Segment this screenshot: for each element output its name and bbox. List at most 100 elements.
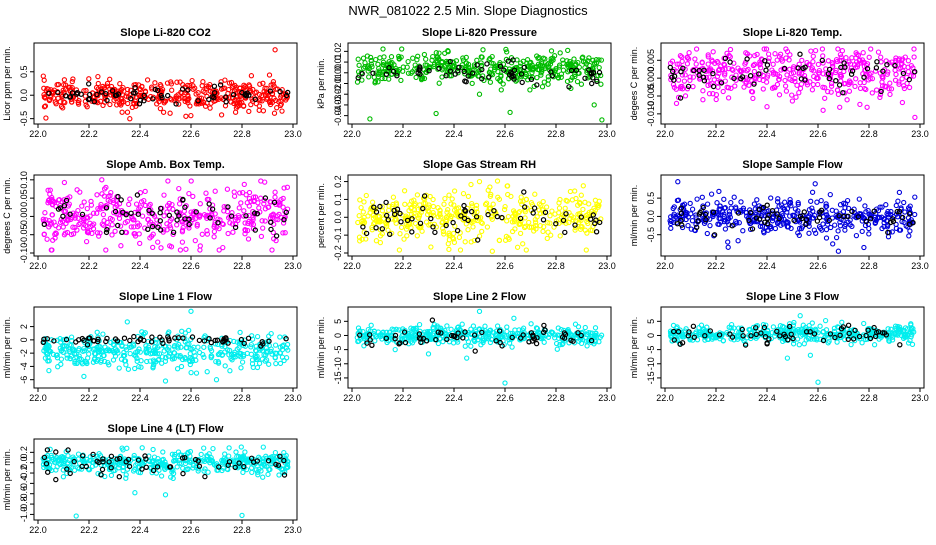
data-point: [558, 51, 562, 55]
data-point: [593, 326, 597, 330]
data-point: [198, 202, 202, 206]
data-point: [802, 342, 806, 346]
data-point: [239, 366, 243, 370]
data-point: [261, 445, 265, 449]
data-point: [466, 228, 470, 232]
data-point: [124, 348, 128, 352]
data-point: [442, 202, 446, 206]
data-point: [208, 106, 212, 110]
data-point: [450, 197, 454, 201]
data-point: [225, 187, 229, 191]
x-tick-label: 22.2: [80, 393, 98, 403]
outlier-point: [785, 356, 789, 360]
data-point: [162, 110, 166, 114]
data-point: [223, 364, 227, 368]
x-tick-label: 22.8: [547, 261, 565, 271]
panel-title: Slope Li-820 Pressure: [422, 27, 537, 39]
data-point: [178, 202, 182, 206]
reference-point: [430, 318, 434, 322]
data-point: [695, 197, 699, 201]
series-points: [668, 314, 915, 385]
x-tick-label: 23.0: [598, 393, 616, 403]
data-point: [726, 240, 730, 244]
data-point: [205, 370, 209, 374]
data-point: [809, 199, 813, 203]
data-point: [237, 206, 241, 210]
outlier-point: [600, 118, 604, 122]
data-point: [838, 105, 842, 109]
data-point: [516, 245, 520, 249]
data-point: [471, 324, 475, 328]
data-point: [119, 244, 123, 248]
reference-point: [798, 52, 802, 56]
y-tick-label: -0.5: [19, 111, 29, 127]
data-point: [153, 81, 157, 85]
data-point: [732, 195, 736, 199]
data-point: [505, 219, 509, 223]
data-point: [200, 84, 204, 88]
data-point: [523, 216, 527, 220]
x-tick-label: 22.4: [131, 129, 149, 139]
data-point: [521, 242, 525, 246]
data-point: [259, 234, 263, 238]
panel-title: Slope Li-820 CO2: [120, 27, 210, 39]
x-tick-label: 22.4: [131, 525, 149, 535]
data-point: [247, 204, 251, 208]
data-point: [847, 89, 851, 93]
data-point: [85, 240, 89, 244]
data-point: [138, 241, 142, 245]
data-point: [418, 323, 422, 327]
data-point: [568, 189, 572, 193]
data-point: [206, 470, 210, 474]
data-point: [831, 242, 835, 246]
y-tick-label: 0.5: [19, 66, 29, 79]
y-tick-label: 0.05: [19, 189, 29, 207]
reference-point: [175, 218, 179, 222]
data-point: [226, 231, 230, 235]
data-point: [414, 75, 418, 79]
data-point: [357, 63, 361, 67]
data-point: [752, 69, 756, 73]
data-point: [597, 66, 601, 70]
y-tick-label: 0: [646, 333, 656, 338]
data-point: [706, 62, 710, 66]
data-point: [519, 195, 523, 199]
y-tick-label: 0.2: [19, 446, 29, 459]
data-point: [202, 345, 206, 349]
data-point: [575, 80, 579, 84]
reference-point: [520, 80, 524, 84]
data-point: [212, 235, 216, 239]
data-point: [242, 209, 246, 213]
data-point: [217, 248, 221, 252]
data-point: [527, 220, 531, 224]
data-point: [376, 62, 380, 66]
y-axis-label: ml/min per min.: [629, 185, 639, 247]
data-point: [381, 47, 385, 51]
data-point: [42, 78, 46, 82]
data-point: [406, 60, 410, 64]
data-point: [47, 369, 51, 373]
reference-point: [135, 193, 139, 197]
data-point: [741, 229, 745, 233]
data-point: [858, 102, 862, 106]
data-point: [234, 110, 238, 114]
x-tick-label: 23.0: [598, 129, 616, 139]
panel-title: Slope Gas Stream RH: [423, 159, 536, 171]
reference-point: [370, 343, 374, 347]
data-point: [824, 319, 828, 323]
data-point: [686, 224, 690, 228]
data-point: [869, 47, 873, 51]
data-point: [683, 73, 687, 77]
data-point: [274, 343, 278, 347]
data-point: [404, 227, 408, 231]
y-axis-label: ml/min per min.: [629, 317, 639, 379]
data-point: [860, 229, 864, 233]
data-point: [463, 344, 467, 348]
data-point: [261, 109, 265, 113]
data-point: [403, 189, 407, 193]
data-point: [82, 200, 86, 204]
data-point: [158, 107, 162, 111]
data-point: [816, 82, 820, 86]
data-point: [861, 51, 865, 55]
